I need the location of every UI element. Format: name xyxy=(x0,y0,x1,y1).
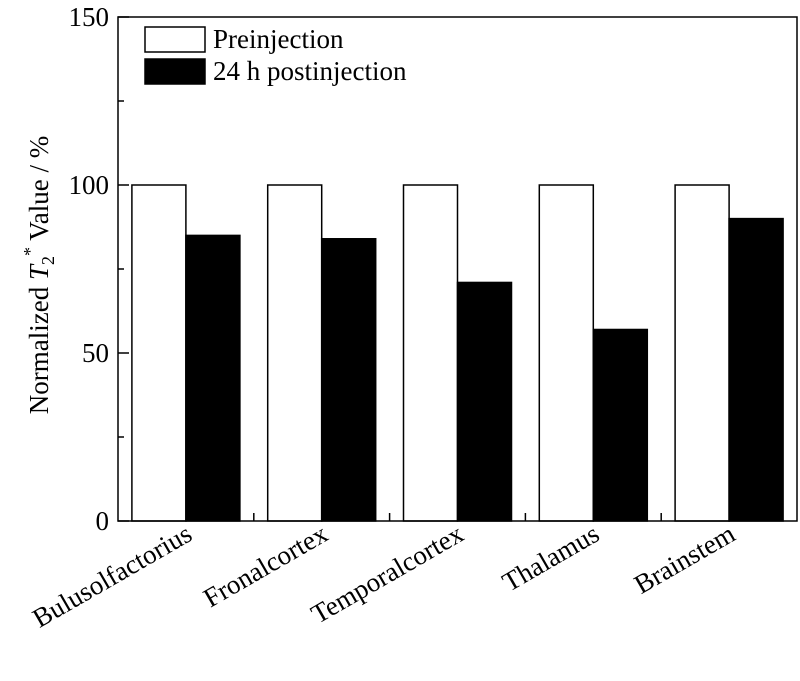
y-axis-tick-labels: 0 50 100 150 xyxy=(69,2,110,536)
bar-preinjection xyxy=(538,184,595,522)
y-axis-title: Normalized T2* Value / % xyxy=(20,136,58,414)
x-axis-category-labels: Bulusolfactorius FronalcortexTemporalcort… xyxy=(27,518,740,633)
y-tick-label: 0 xyxy=(96,506,110,536)
y-tick-label: 150 xyxy=(69,2,110,32)
bar-postinjection xyxy=(592,328,649,522)
y-tick-label: 50 xyxy=(82,338,109,368)
bars-group xyxy=(131,184,784,522)
y-axis-title-post: Value / % xyxy=(24,136,54,247)
y-axis-title-subscript: 2 xyxy=(38,256,58,265)
legend-label-postinjection: 24 h postinjection xyxy=(213,56,407,86)
y-axis-title-variable: T xyxy=(24,263,54,280)
y-tick-label: 100 xyxy=(69,170,110,200)
y-axis-title-pre: Normalized xyxy=(24,280,54,414)
bar-preinjection xyxy=(266,184,323,522)
legend-swatch-preinjection xyxy=(144,26,206,53)
y-axis-title-superscript: * xyxy=(20,247,40,256)
x-category-label: Thalamus xyxy=(497,518,604,597)
x-category-label: Bulusolfactorius xyxy=(27,518,197,633)
legend-label-preinjection: Preinjection xyxy=(213,24,344,54)
y-axis-ticks xyxy=(118,16,129,522)
bar-preinjection xyxy=(402,184,459,522)
bar-postinjection xyxy=(185,234,241,522)
bar-preinjection xyxy=(674,184,730,522)
legend-swatch-postinjection xyxy=(144,58,206,85)
legend: Preinjection 24 h postinjection xyxy=(144,24,407,86)
x-category-label: Temporalcortex xyxy=(306,518,469,629)
x-axis-ticks xyxy=(253,513,662,521)
bar-postinjection xyxy=(320,238,377,522)
bar-preinjection xyxy=(131,184,187,522)
bar-postinjection xyxy=(456,281,513,522)
x-category-label: Brainstem xyxy=(629,518,740,599)
bar-postinjection xyxy=(728,217,784,522)
